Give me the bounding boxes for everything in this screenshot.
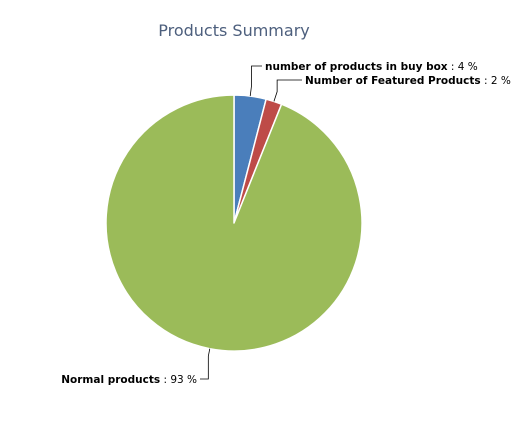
chart-title: Products Summary	[158, 21, 310, 40]
pie-slices	[105, 94, 363, 352]
slice-label-value: : 4 %	[448, 61, 478, 73]
slice-label-value: : 2 %	[481, 75, 511, 87]
slice-label-name: number of products in buy box	[265, 61, 448, 73]
leader-line	[200, 348, 211, 380]
slice-label: Normal products : 93 %	[61, 374, 197, 386]
pie-slice[interactable]	[105, 94, 363, 352]
slice-label: Number of Featured Products : 2 %	[305, 75, 511, 87]
slice-label-name: Number of Featured Products	[305, 75, 481, 87]
leader-line	[273, 79, 302, 102]
slice-label-value: : 93 %	[160, 374, 197, 386]
slice-label-name: Normal products	[61, 374, 160, 386]
slice-label: number of products in buy box : 4 %	[265, 61, 478, 73]
pie-labels: number of products in buy box : 4 % Numbe…	[61, 61, 511, 386]
leader-line	[249, 65, 262, 97]
